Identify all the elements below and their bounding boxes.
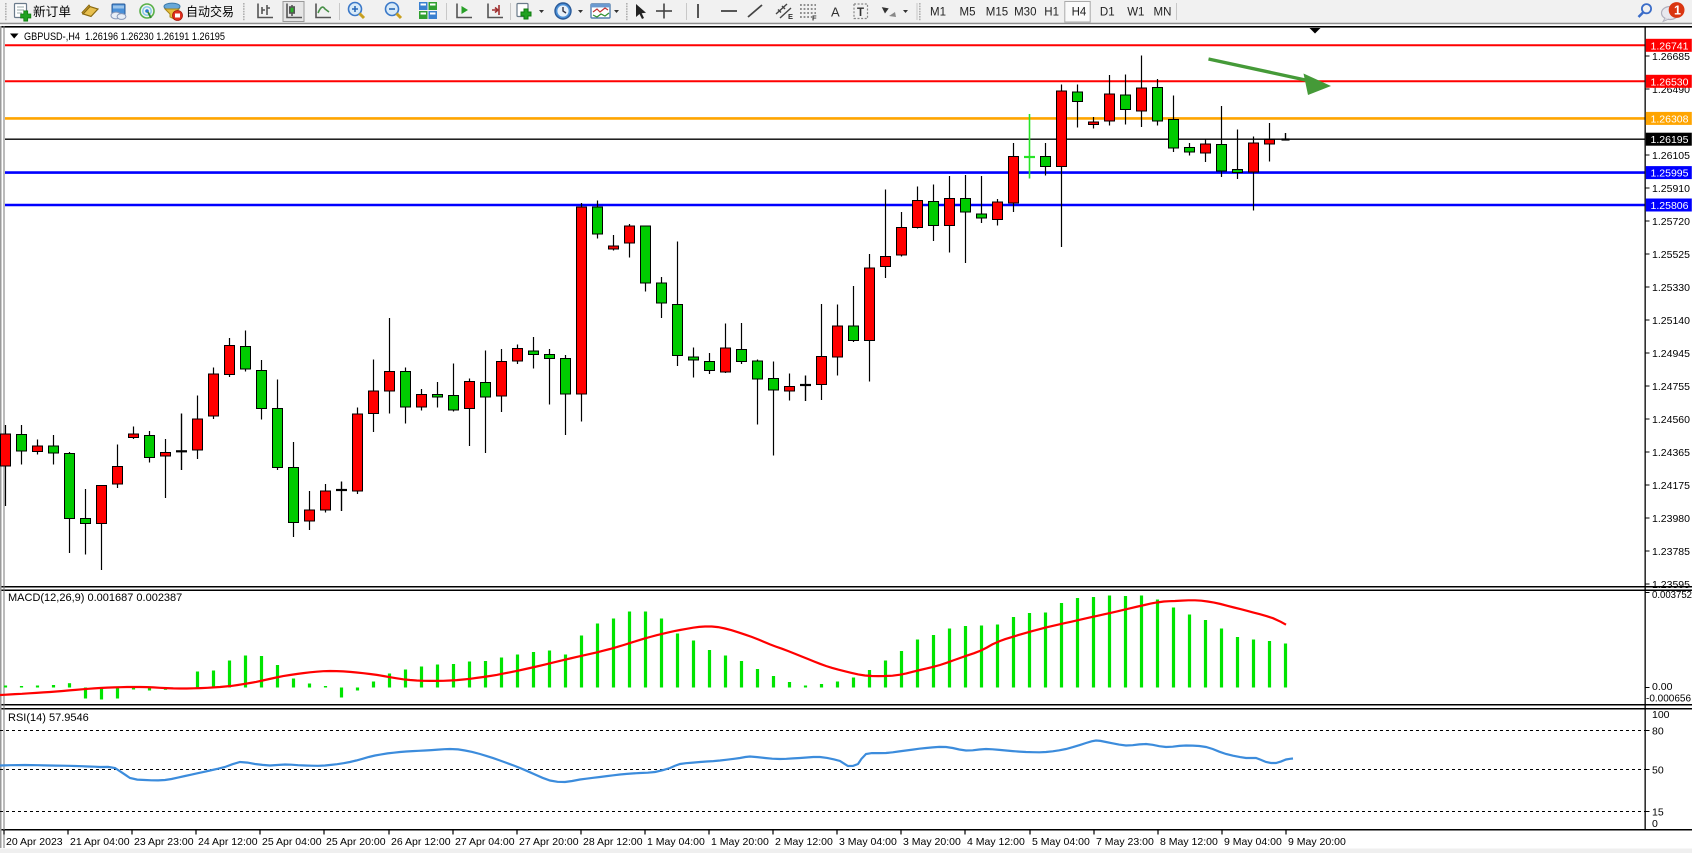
svg-text:自动交易: 自动交易 bbox=[186, 4, 234, 19]
svg-text:MACD(12,26,9) 0.001687 0.00238: MACD(12,26,9) 0.001687 0.002387 bbox=[8, 592, 182, 604]
svg-text:A: A bbox=[831, 5, 840, 20]
svg-text:50: 50 bbox=[1652, 765, 1664, 777]
svg-text:T: T bbox=[857, 7, 864, 19]
svg-text:F: F bbox=[812, 14, 817, 23]
svg-text:1.25806: 1.25806 bbox=[1651, 200, 1689, 212]
svg-text:1.26685: 1.26685 bbox=[1652, 51, 1690, 63]
svg-text:4 May 12:00: 4 May 12:00 bbox=[967, 836, 1025, 848]
svg-text:M30: M30 bbox=[1014, 7, 1036, 19]
svg-text:1.25720: 1.25720 bbox=[1652, 216, 1690, 228]
svg-text:26 Apr 12:00: 26 Apr 12:00 bbox=[391, 836, 451, 848]
svg-text:E: E bbox=[788, 12, 793, 21]
svg-text:24 Apr 12:00: 24 Apr 12:00 bbox=[198, 836, 258, 848]
svg-text:M5: M5 bbox=[960, 7, 976, 19]
svg-text:1.25910: 1.25910 bbox=[1652, 183, 1690, 195]
svg-text:9 May 20:00: 9 May 20:00 bbox=[1288, 836, 1346, 848]
svg-text:1.25140: 1.25140 bbox=[1652, 315, 1690, 327]
svg-text:1.24175: 1.24175 bbox=[1652, 480, 1690, 492]
svg-text:新订单: 新订单 bbox=[33, 4, 71, 19]
svg-text:1.23980: 1.23980 bbox=[1652, 513, 1690, 525]
svg-text:0.00: 0.00 bbox=[1652, 681, 1673, 693]
svg-text:1.24755: 1.24755 bbox=[1652, 381, 1690, 393]
svg-text:0.003752: 0.003752 bbox=[1652, 589, 1692, 601]
svg-text:1.26105: 1.26105 bbox=[1652, 150, 1690, 162]
svg-text:H1: H1 bbox=[1044, 7, 1059, 19]
svg-text:1: 1 bbox=[1674, 4, 1681, 18]
svg-text:1.25525: 1.25525 bbox=[1652, 249, 1690, 261]
svg-text:-0.000656: -0.000656 bbox=[1646, 693, 1691, 705]
svg-text:H4: H4 bbox=[1072, 7, 1087, 19]
svg-text:1 May 20:00: 1 May 20:00 bbox=[711, 836, 769, 848]
svg-text:W1: W1 bbox=[1127, 7, 1144, 19]
svg-text:27 Apr 20:00: 27 Apr 20:00 bbox=[519, 836, 579, 848]
svg-text:7 May 23:00: 7 May 23:00 bbox=[1096, 836, 1154, 848]
svg-text:0: 0 bbox=[1652, 818, 1658, 830]
svg-text:M15: M15 bbox=[986, 7, 1008, 19]
svg-text:9 May 04:00: 9 May 04:00 bbox=[1224, 836, 1282, 848]
svg-text:1.26308: 1.26308 bbox=[1651, 113, 1689, 125]
svg-text:80: 80 bbox=[1652, 726, 1664, 738]
svg-text:1.26741: 1.26741 bbox=[1651, 40, 1689, 52]
svg-text:3 May 04:00: 3 May 04:00 bbox=[839, 836, 897, 848]
svg-text:MN: MN bbox=[1154, 7, 1172, 19]
svg-text:15: 15 bbox=[1652, 807, 1664, 819]
svg-text:1.24945: 1.24945 bbox=[1652, 348, 1690, 360]
svg-text:1.24365: 1.24365 bbox=[1652, 447, 1690, 459]
svg-text:1.25330: 1.25330 bbox=[1652, 282, 1690, 294]
svg-text:28 Apr 12:00: 28 Apr 12:00 bbox=[583, 836, 643, 848]
svg-text:25 Apr 20:00: 25 Apr 20:00 bbox=[326, 836, 386, 848]
svg-text:GBPUSD-,H4 1.26196 1.26230 1.: GBPUSD-,H4 1.26196 1.26230 1.26191 1.261… bbox=[24, 31, 225, 43]
svg-text:27 Apr 04:00: 27 Apr 04:00 bbox=[455, 836, 515, 848]
svg-text:D1: D1 bbox=[1100, 7, 1115, 19]
svg-text:20 Apr 2023: 20 Apr 2023 bbox=[6, 836, 63, 848]
svg-text:100: 100 bbox=[1652, 709, 1670, 721]
svg-text:1.26195: 1.26195 bbox=[1651, 134, 1689, 146]
svg-text:3 May 20:00: 3 May 20:00 bbox=[903, 836, 961, 848]
svg-text:25 Apr 04:00: 25 Apr 04:00 bbox=[262, 836, 322, 848]
svg-text:1.26530: 1.26530 bbox=[1651, 76, 1689, 88]
svg-text:21 Apr 04:00: 21 Apr 04:00 bbox=[70, 836, 130, 848]
svg-text:2 May 12:00: 2 May 12:00 bbox=[775, 836, 833, 848]
svg-text:1.23595: 1.23595 bbox=[1652, 579, 1690, 591]
svg-text:1 May 04:00: 1 May 04:00 bbox=[647, 836, 705, 848]
svg-text:5 May 04:00: 5 May 04:00 bbox=[1032, 836, 1090, 848]
svg-text:23 Apr 23:00: 23 Apr 23:00 bbox=[134, 836, 194, 848]
svg-text:8 May 12:00: 8 May 12:00 bbox=[1160, 836, 1218, 848]
svg-text:M1: M1 bbox=[930, 7, 946, 19]
svg-text:1.25995: 1.25995 bbox=[1651, 168, 1689, 180]
svg-text:RSI(14) 57.9546: RSI(14) 57.9546 bbox=[8, 712, 89, 724]
svg-text:1.24560: 1.24560 bbox=[1652, 414, 1690, 426]
svg-text:1.23785: 1.23785 bbox=[1652, 546, 1690, 558]
